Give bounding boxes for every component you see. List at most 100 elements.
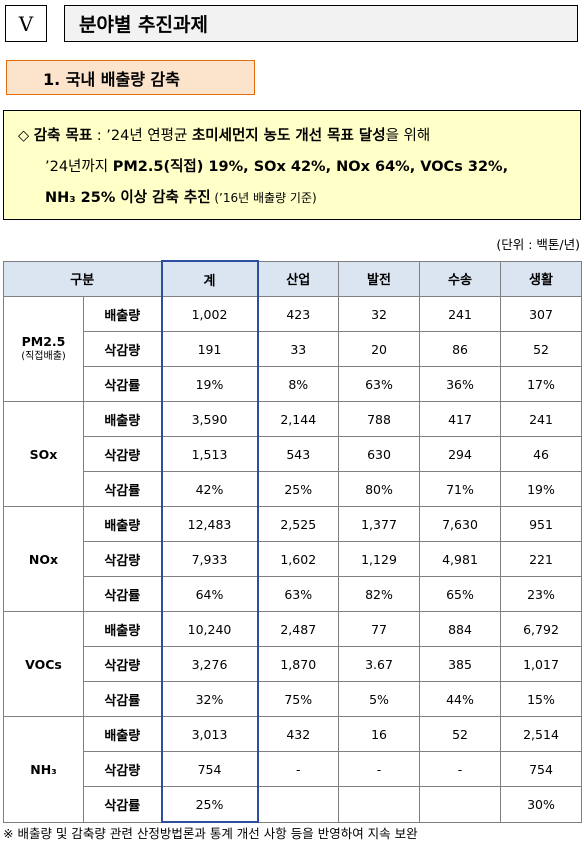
cell-industry: 432 [257,716,340,752]
cell-power: - [338,751,421,787]
row-label: 배출량 [82,401,163,437]
cell-power: 63% [338,366,421,402]
table-row: PM2.5 (직접배출) 배출량 1,002 423 32 241 307 [3,296,583,402]
header-industry: 산업 [257,260,340,297]
goal-line-2: ’24년까지 PM2.5(직접) 19%, SOx 42%, NOx 64%, … [45,159,509,175]
cell-transport: 241 [419,296,502,332]
cell-industry: 2,525 [257,506,340,542]
row-label: 삭감률 [82,786,163,823]
cell-total: 1,513 [160,436,259,472]
cell-living: 23% [500,576,583,612]
pollutant-subtitle: (직접배출) [21,351,66,362]
table-row: 삭감률 19% 8% 63% 36% 17% [4,366,583,402]
table-row: SOx 배출량 3,590 2,144 788 417 241 [3,401,583,507]
cell-living: 17% [500,366,583,402]
row-label: 삭감량 [82,541,163,577]
cell-total: 10,240 [160,611,259,647]
header-transport: 수송 [419,260,502,297]
cell-living: 52 [500,331,583,367]
cell-industry: 1,602 [257,541,340,577]
table-row: 삭감량 7,933 1,602 1,129 4,981 221 [4,541,583,577]
cell-industry: 423 [257,296,340,332]
cell-industry: 25% [257,471,340,507]
cell-industry: 2,144 [257,401,340,437]
diamond-bullet-icon: ◇ [18,128,30,144]
table-row: 삭감량 1,513 543 630 294 46 [4,436,583,472]
cell-total: 64% [160,576,259,612]
cell-living: 241 [500,401,583,437]
cell-industry: 2,487 [257,611,340,647]
row-label: 배출량 [82,716,163,752]
header-living: 생활 [500,260,583,297]
cell-living: 2,514 [500,716,583,752]
cell-transport: 417 [419,401,502,437]
cell-power: 32 [338,296,421,332]
cell-transport: 44% [419,681,502,717]
goal-box: ◇ 감축 목표 : ’24년 연평균 초미세먼지 농도 개선 목표 달성을 위해… [3,110,581,220]
chapter-number-box: V [5,5,47,42]
cell-power [338,786,421,823]
cell-transport: 65% [419,576,502,612]
cell-power: 630 [338,436,421,472]
pollutant-name: VOCs [25,656,62,672]
cell-power: 3.67 [338,646,421,682]
cell-industry: - [257,751,340,787]
header-total: 계 [160,260,259,297]
cell-industry: 1,870 [257,646,340,682]
table-row: VOCs 배출량 10,240 2,487 77 884 6,792 [3,611,583,717]
cell-transport: 4,981 [419,541,502,577]
cell-industry [257,786,340,823]
row-label: 삭감률 [82,366,163,402]
cell-total: 19% [160,366,259,402]
cell-total: 12,483 [160,506,259,542]
pollutant-name: SOx [29,446,58,462]
chapter-number: V [18,11,34,36]
pollutant-group-label: VOCs [3,611,84,717]
cell-power: 80% [338,471,421,507]
cell-transport: 385 [419,646,502,682]
pollutant-group-label: NH₃ [3,716,84,823]
row-label: 삭감량 [82,646,163,682]
table-row: 삭감률 32% 75% 5% 44% 15% [4,681,583,717]
cell-living: 754 [500,751,583,787]
row-label: 삭감량 [82,436,163,472]
cell-transport: - [419,751,502,787]
section-title: 1. 국내 배출량 감축 [6,60,255,95]
cell-transport: 294 [419,436,502,472]
pollutant-name: NOx [28,551,59,567]
table-row: 삭감률 25% 30% [4,786,583,823]
cell-industry: 33 [257,331,340,367]
cell-transport: 36% [419,366,502,402]
cell-living: 951 [500,506,583,542]
cell-transport: 52 [419,716,502,752]
row-label: 삭감량 [82,331,163,367]
cell-power: 16 [338,716,421,752]
pollutant-group-label: SOx [3,401,84,507]
cell-transport: 86 [419,331,502,367]
header-category: 구분 [2,260,163,297]
cell-power: 1,129 [338,541,421,577]
cell-transport [419,786,502,823]
table-row: 삭감량 3,276 1,870 3.67 385 1,017 [4,646,583,682]
cell-living: 307 [500,296,583,332]
cell-living: 1,017 [500,646,583,682]
cell-total: 42% [160,471,259,507]
goal-line-3: NH₃ 25% 이상 감축 추진 (’16년 배출량 기준) [45,190,317,206]
pollutant-name: PM2.5 [21,334,66,349]
cell-transport: 7,630 [419,506,502,542]
cell-total: 3,013 [160,716,259,752]
cell-total: 32% [160,681,259,717]
cell-total: 25% [160,786,259,823]
cell-industry: 75% [257,681,340,717]
row-label: 삭감률 [82,471,163,507]
cell-living: 15% [500,681,583,717]
cell-power: 77 [338,611,421,647]
table-row: NH₃ 배출량 3,013 432 16 52 2,514 [3,716,583,823]
table-row: NOx 배출량 12,483 2,525 1,377 7,630 951 [3,506,583,612]
cell-industry: 63% [257,576,340,612]
emission-table: 구분 계 산업 발전 수송 생활 PM2.5 (직접배출) 배출량 1,002 423 3… [2,260,583,823]
table-row: 삭감량 191 33 20 86 52 [4,331,583,367]
cell-power: 788 [338,401,421,437]
cell-total: 1,002 [160,296,259,332]
cell-transport: 884 [419,611,502,647]
